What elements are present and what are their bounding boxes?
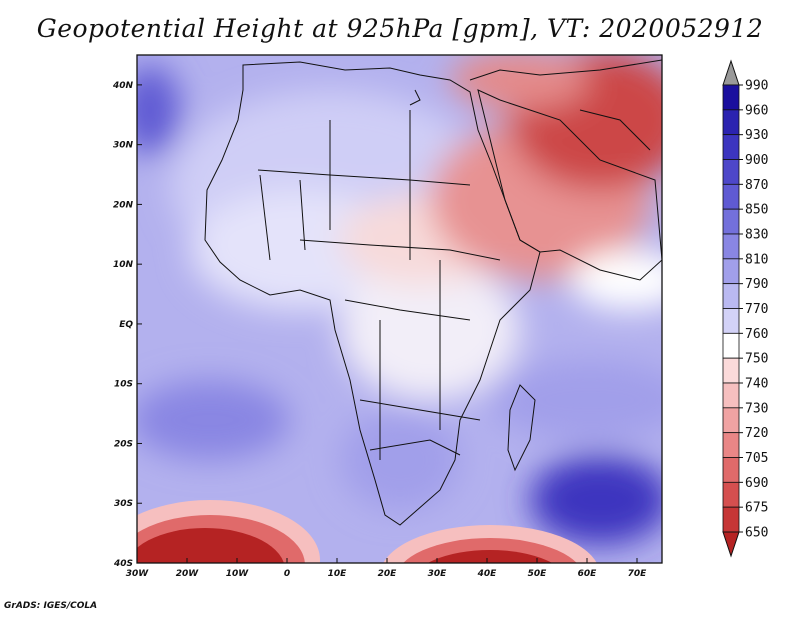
height-field — [137, 55, 662, 563]
y-tick-label: 30N — [113, 141, 134, 151]
colorbar-swatch — [722, 84, 740, 111]
colorbar-label: 930 — [745, 128, 768, 143]
x-tick-label: 10W — [226, 569, 250, 579]
colorbar-label: 870 — [745, 178, 768, 193]
colorbar-label: 790 — [745, 277, 768, 292]
colorbar-label: 730 — [745, 401, 768, 416]
colorbar-swatch — [722, 407, 740, 434]
colorbar-label: 750 — [745, 352, 768, 367]
grads-credit: GrADS: IGES/COLA — [4, 601, 98, 611]
colorbar-swatch — [722, 308, 740, 334]
colorbar-swatch — [722, 283, 740, 309]
colorbar-swatch — [722, 332, 740, 359]
colorbar-label: 675 — [745, 501, 768, 516]
colorbar-label: 760 — [745, 327, 768, 342]
colorbar-swatch — [722, 382, 740, 409]
colorbar-swatch — [722, 432, 740, 458]
x-tick-label: 30E — [428, 569, 448, 579]
colorbar-swatch — [722, 109, 740, 136]
y-axis: 40N 30N 20N 10N EQ 10S 20S 30S 40S — [112, 81, 142, 569]
chart-title: Geopotential Height at 925hPa [gpm], VT:… — [36, 14, 764, 43]
colorbar-label: 830 — [745, 228, 768, 243]
colorbar-label: 720 — [745, 426, 768, 441]
colorbar-label: 960 — [745, 103, 768, 118]
colorbar-swatch — [722, 233, 740, 260]
x-tick-label: 60E — [578, 569, 598, 579]
y-tick-label: 20N — [113, 200, 134, 210]
x-tick-label: 10E — [328, 569, 348, 579]
x-axis: 30W 20W 10W 0 10E 20E 30E 40E 50E 60E 70E — [126, 558, 647, 579]
colorbar-label: 990 — [745, 79, 768, 94]
colorbar-label: 770 — [745, 302, 768, 317]
y-tick-label: 20S — [114, 439, 133, 449]
colorbar-label: 705 — [745, 451, 768, 466]
colorbar-swatch — [722, 457, 740, 483]
colorbar-swatch — [722, 481, 740, 508]
x-tick-label: 0 — [284, 569, 290, 579]
colorbar-top-arrow — [722, 59, 740, 86]
colorbar-label: 810 — [745, 252, 768, 267]
x-tick-label: 20E — [378, 569, 398, 579]
x-tick-label: 70E — [628, 569, 648, 579]
colorbar-label: 740 — [745, 377, 768, 392]
y-tick-label: 40S — [113, 559, 133, 569]
y-tick-label: 30S — [114, 499, 133, 509]
x-tick-label: 50E — [528, 569, 548, 579]
x-tick-label: 30W — [126, 569, 150, 579]
colorbar-label: 850 — [745, 203, 768, 218]
y-tick-label: 10N — [113, 260, 134, 270]
colorbar-swatch — [722, 258, 740, 285]
colorbar: 990 960 930 900 870 850 830 810 790 770 760 750 740 7… — [722, 59, 768, 558]
y-tick-label: EQ — [119, 320, 133, 330]
colorbar-swatch — [722, 134, 740, 160]
colorbar-label: 650 — [745, 526, 768, 541]
colorbar-swatch — [722, 159, 740, 185]
colorbar-label: 900 — [745, 153, 768, 168]
colorbar-swatch — [722, 506, 740, 533]
colorbar-swatch — [722, 357, 740, 384]
x-tick-label: 20W — [176, 569, 200, 579]
colorbar-bottom-arrow — [722, 531, 740, 558]
y-tick-label: 10S — [114, 380, 133, 390]
map-frame — [136, 54, 663, 564]
colorbar-swatch — [722, 208, 740, 235]
x-tick-label: 40E — [477, 569, 498, 579]
colorbar-label: 690 — [745, 476, 768, 491]
y-tick-label: 40N — [112, 81, 134, 91]
colorbar-swatch — [722, 183, 740, 210]
coastlines — [204, 59, 662, 526]
